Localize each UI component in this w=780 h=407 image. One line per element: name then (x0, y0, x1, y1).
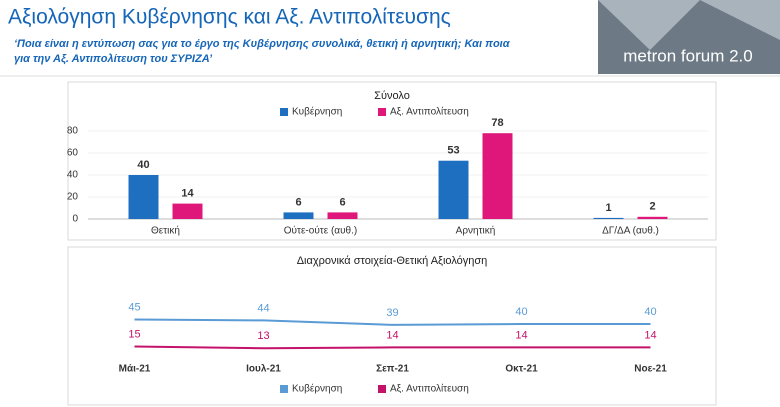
data-label: 1 (605, 202, 611, 214)
data-label: 40 (644, 306, 656, 318)
legend-label: Αξ. Αντιπολίτευση (390, 383, 469, 395)
x-tick-label: Μάι-21 (119, 364, 151, 375)
y-tick-label: 40 (67, 170, 79, 181)
data-label: 39 (386, 307, 398, 319)
bar (128, 175, 159, 219)
x-tick-label: Ούτε-ούτε (αυθ.) (284, 225, 357, 237)
data-label: 78 (491, 117, 503, 129)
bar (327, 212, 358, 219)
legend-label: Αξ. Αντιπολίτευση (390, 106, 469, 118)
data-label: 15 (128, 328, 140, 340)
bar (482, 133, 513, 219)
x-tick-label: Νοε-21 (634, 364, 667, 375)
data-label: 13 (257, 330, 269, 342)
data-label: 14 (386, 329, 398, 341)
data-label: 6 (295, 196, 301, 208)
page-title: Αξιολόγηση Κυβέρνησης και Αξ. Αντιπολίτε… (8, 6, 451, 29)
bar (438, 160, 469, 219)
chart-panel (67, 246, 717, 406)
x-tick-label: Αρνητική (456, 225, 496, 237)
subtitle: για την Αξ. Αντιπολίτευση του ΣΥΡΙΖΑ’ (14, 53, 213, 65)
x-tick-label: Θετική (151, 225, 180, 237)
x-tick-label: Οκτ-21 (505, 364, 538, 375)
legend-label: Κυβέρνηση (292, 106, 342, 118)
data-label: 44 (257, 302, 269, 314)
data-label: 45 (128, 301, 140, 313)
bar (593, 217, 624, 219)
legend-swatch (378, 385, 386, 393)
data-label: 53 (447, 145, 459, 157)
series-line (134, 345, 651, 350)
y-tick-label: 0 (72, 214, 78, 225)
bar (172, 203, 203, 219)
data-label: 6 (339, 196, 345, 208)
x-tick-label: ΔΓ/ΔΑ (αυθ.) (602, 226, 659, 237)
legend-swatch (280, 108, 288, 116)
y-tick-label: 20 (67, 192, 79, 203)
logo-text: metron forum 2.0 (623, 46, 752, 65)
data-label: 40 (515, 306, 527, 318)
x-tick-label: Σεπ-21 (376, 364, 409, 375)
legend-swatch (280, 385, 288, 393)
data-label: 14 (515, 329, 527, 341)
chart-title: Διαχρονικά στοιχεία-Θετική Αξιολόγηση (297, 255, 488, 267)
y-tick-label: 80 (67, 126, 79, 137)
legend-label: Κυβέρνηση (292, 383, 342, 395)
y-tick-label: 60 (67, 148, 79, 159)
data-label: 14 (181, 188, 194, 200)
logo-graphic (598, 0, 780, 50)
bar (637, 216, 668, 219)
legend-swatch (378, 108, 386, 116)
chart-title: Σύνολο (374, 90, 410, 102)
x-tick-label: Ιουλ-21 (246, 364, 281, 375)
bar (283, 212, 314, 219)
series-line (134, 318, 651, 326)
subtitle: ‘Ποια είναι η εντύπωση σας για το έργο τ… (14, 38, 511, 50)
data-label: 40 (137, 159, 149, 171)
data-label: 2 (649, 201, 655, 213)
data-label: 14 (644, 329, 656, 341)
